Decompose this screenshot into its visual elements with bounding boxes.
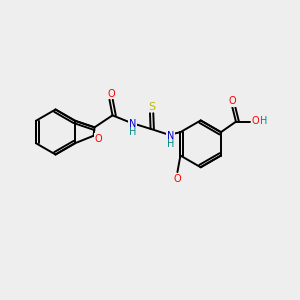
Text: O: O — [95, 134, 103, 144]
Text: O: O — [107, 89, 115, 99]
Text: S: S — [148, 102, 155, 112]
Text: H: H — [260, 116, 267, 126]
Text: O: O — [229, 96, 236, 106]
Text: N: N — [129, 119, 136, 129]
Text: H: H — [129, 128, 136, 137]
Text: O: O — [174, 174, 181, 184]
Text: H: H — [167, 140, 174, 149]
Text: O: O — [252, 116, 260, 126]
Text: N: N — [167, 131, 174, 141]
